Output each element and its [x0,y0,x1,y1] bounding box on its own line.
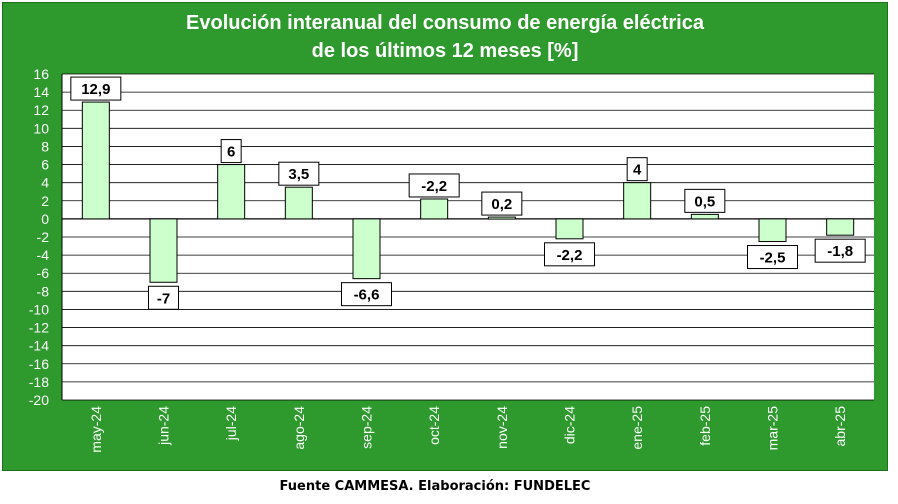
data-label: 0,5 [694,193,715,210]
y-tick-label: 14 [33,84,49,100]
source-note: Fuente CAMMESA. Elaboración: FUNDELEC [279,479,591,494]
bar [555,218,584,240]
x-tick-label: ene-25 [629,406,645,450]
bar [352,218,381,280]
data-label: -2,5 [760,250,786,267]
y-tick-label: 8 [41,138,49,154]
x-tick-label: ago-24 [291,406,307,450]
bar [623,182,652,220]
bar [487,216,516,220]
data-label-box [747,245,798,270]
data-label: -6,6 [354,287,380,304]
data-label: -1,8 [827,243,853,260]
x-tick-label: may-24 [88,406,104,453]
data-label: 3,5 [288,166,309,183]
chart-title: Evolución interanual del consumo de ener… [186,12,704,34]
y-tick-label: 2 [41,193,49,209]
bar [149,218,178,283]
x-tick-label: feb-25 [697,406,713,446]
data-label: 4 [633,162,642,179]
y-tick-label: -18 [29,374,49,390]
data-label-box [814,238,866,263]
y-tick-label: 0 [41,211,49,227]
data-label: 12,9 [81,81,110,98]
data-label-box [220,139,242,164]
bar [284,186,313,220]
x-tick-label: jul-24 [223,406,239,441]
y-tick-label: -14 [29,338,49,354]
x-tick-label: nov-24 [494,406,510,449]
y-tick-label: 4 [41,175,49,191]
data-label: 0,2 [491,196,512,213]
bar [81,101,110,220]
data-label-box [481,191,523,216]
y-tick-label: -6 [37,265,50,281]
y-tick-label: -12 [29,320,49,336]
x-tick-label: mar-25 [765,406,781,451]
y-tick-label: -16 [29,356,49,372]
data-label-box [626,157,648,182]
data-label-box [684,188,726,213]
data-label: -2,2 [421,178,447,195]
y-tick-label: 12 [33,102,49,118]
data-label-box [70,76,122,101]
x-tick-label: jun-24 [156,406,172,446]
x-tick-label: abr-25 [832,406,848,447]
bar [826,218,855,236]
bar [758,218,787,243]
data-label-box [544,242,595,267]
data-label: -2,2 [557,247,583,264]
data-label-box [278,161,320,186]
data-label-box [148,285,179,310]
chart-subtitle: de los últimos 12 meses [%] [311,40,579,62]
bar [420,198,449,220]
y-tick-label: -2 [37,229,50,245]
data-label-box [408,173,460,198]
data-label: -7 [157,290,170,307]
data-label: 6 [227,144,235,161]
y-tick-label: 6 [41,157,49,173]
data-label-box [341,282,392,307]
x-tick-label: sep-24 [359,406,375,449]
y-tick-label: -20 [29,392,49,408]
y-tick-label: -10 [29,301,49,317]
y-tick-label: 16 [33,66,49,82]
bar-chart: 16 14 12 10 8 6 4 2 0 -2 -4 -6 -8 -10 -12 -14 -16 -18 -20 1… [29,66,874,453]
x-tick-label: oct-24 [426,406,442,445]
bar [217,164,246,220]
bar [690,213,719,220]
y-tick-label: 10 [33,120,49,136]
y-tick-label: -4 [37,247,50,263]
x-tick-label: dic-24 [562,406,578,444]
y-tick-label: -8 [37,283,50,299]
